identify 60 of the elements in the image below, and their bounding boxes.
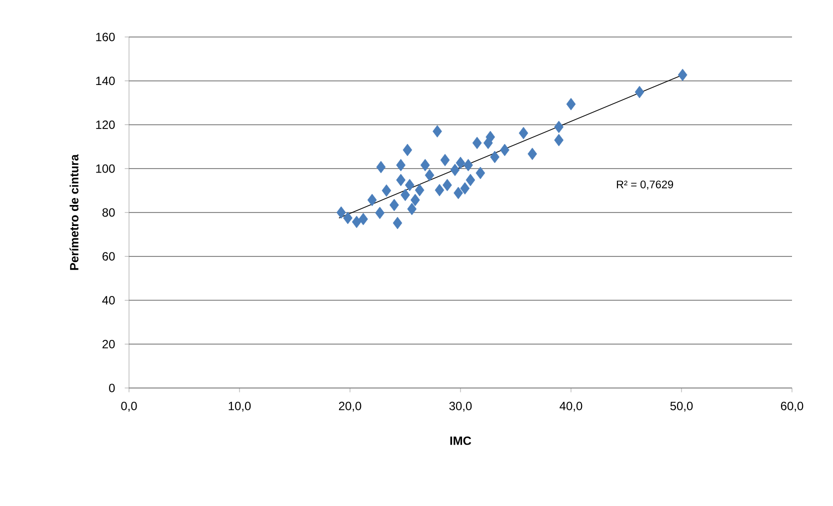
y-tick-label: 80 [102,208,115,217]
y-tick-label: 60 [102,252,115,261]
x-tick-label: 10,0 [228,402,251,412]
point [424,169,434,182]
y-tick-label: 20 [102,340,115,348]
point [336,206,346,219]
point [376,160,386,174]
point [396,158,406,172]
point [476,166,486,180]
point [440,154,450,166]
y-axis-title: Perímetro de cintura [70,154,78,270]
point [442,178,452,192]
x-tick-label: 30,0 [449,402,472,412]
point [404,178,414,192]
point [434,184,444,196]
x-tick-label: 40,0 [560,402,582,412]
point [554,134,564,146]
x-tick-label: 0,0 [121,402,137,412]
point [472,136,482,150]
point [432,125,442,138]
point [466,174,476,186]
point [528,148,538,160]
point [460,182,470,195]
y-tick-label: 100 [96,164,115,173]
y-tick-label: 160 [96,32,115,42]
point [410,194,420,206]
x-tick-label: 50,0 [670,402,693,412]
point [352,216,362,228]
point [500,144,510,156]
point [343,212,352,224]
point [396,174,406,186]
y-tick-label: 140 [96,76,115,86]
point [367,194,377,206]
point [358,212,368,226]
point [454,186,463,200]
point [402,144,412,156]
point [420,158,430,172]
point [566,98,576,110]
x-axis-title: IMC [450,436,472,445]
y-tick-label: 0 [109,384,115,392]
point [456,156,466,170]
point [414,184,424,196]
point [490,150,500,164]
point [554,120,564,134]
point [518,126,528,140]
point [375,206,385,220]
point [382,184,392,197]
point [392,216,402,230]
point [400,188,410,202]
point [450,164,460,176]
point [390,198,399,212]
x-tick-label: 60,0 [780,402,804,412]
annotation: R² = 0,7629 [616,180,674,190]
y-tick-label: 40 [102,296,115,304]
y-tick-label: 120 [96,120,115,129]
x-tick-label: 20,0 [338,402,362,412]
point [464,158,473,172]
point [407,202,417,216]
point [678,68,688,82]
point [634,86,644,98]
